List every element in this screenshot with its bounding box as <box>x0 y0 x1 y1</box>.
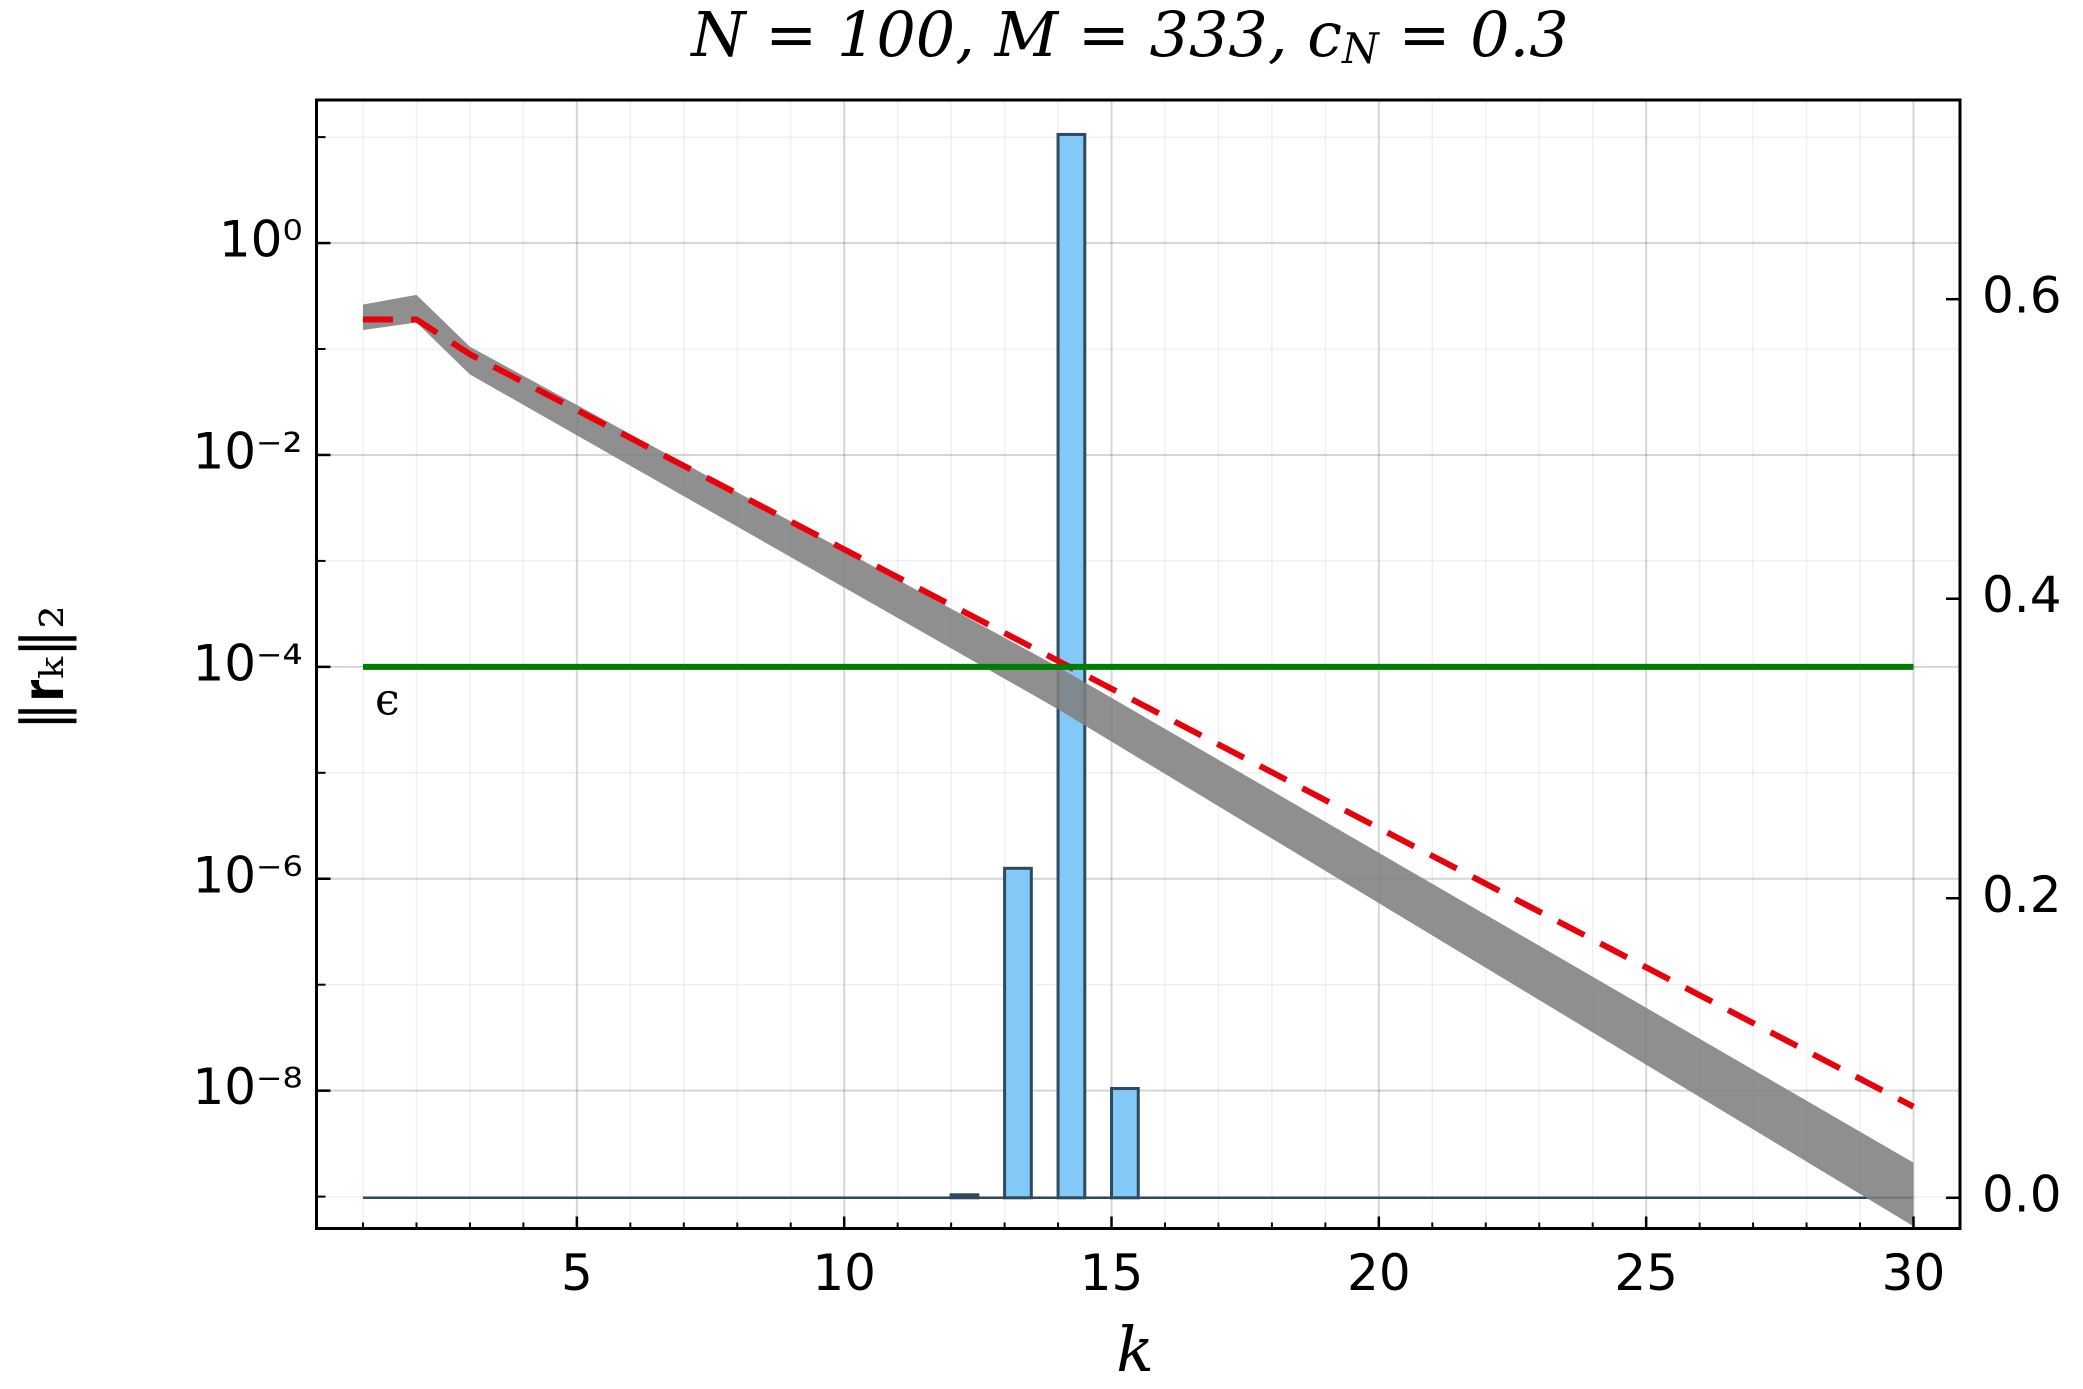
y2-tick-label: 0.6 <box>1982 267 2062 325</box>
series-line <box>363 316 1915 1110</box>
x-tick-label: 25 <box>1614 1244 1678 1302</box>
x-tick-label: 5 <box>561 1244 593 1302</box>
x-tick-label: 10 <box>812 1244 876 1302</box>
plot-area <box>316 100 1960 1229</box>
y-tick-label: 10⁻⁸ <box>192 1058 302 1116</box>
x-tick-label: 30 <box>1882 1244 1946 1302</box>
y-tick-label: 10⁰ <box>219 211 303 269</box>
x-axis-label: k <box>1116 1313 1154 1386</box>
y-axis-label: ‖𝐫ₖ‖₂ <box>9 605 77 730</box>
plot-frame <box>315 98 1962 1230</box>
y2-tick-label: 0.4 <box>1982 566 2062 624</box>
band <box>363 294 1914 1227</box>
chart-title: N = 100, M = 333, cN = 0.3 <box>689 0 1568 73</box>
x-tick-label: 15 <box>1080 1244 1144 1302</box>
x-tick-label: 20 <box>1347 1244 1411 1302</box>
y-tick-label: 10⁻⁶ <box>192 846 302 904</box>
y-tick-label: 10⁻² <box>192 422 302 480</box>
threshold-label: ϵ <box>375 674 400 725</box>
histogram-bar <box>1003 866 1033 1200</box>
y2-tick-label: 0.0 <box>1982 1165 2062 1223</box>
y-tick-label: 10⁻⁴ <box>192 634 302 692</box>
y2-tick-label: 0.2 <box>1982 866 2062 924</box>
histogram-bar <box>1110 1086 1140 1200</box>
